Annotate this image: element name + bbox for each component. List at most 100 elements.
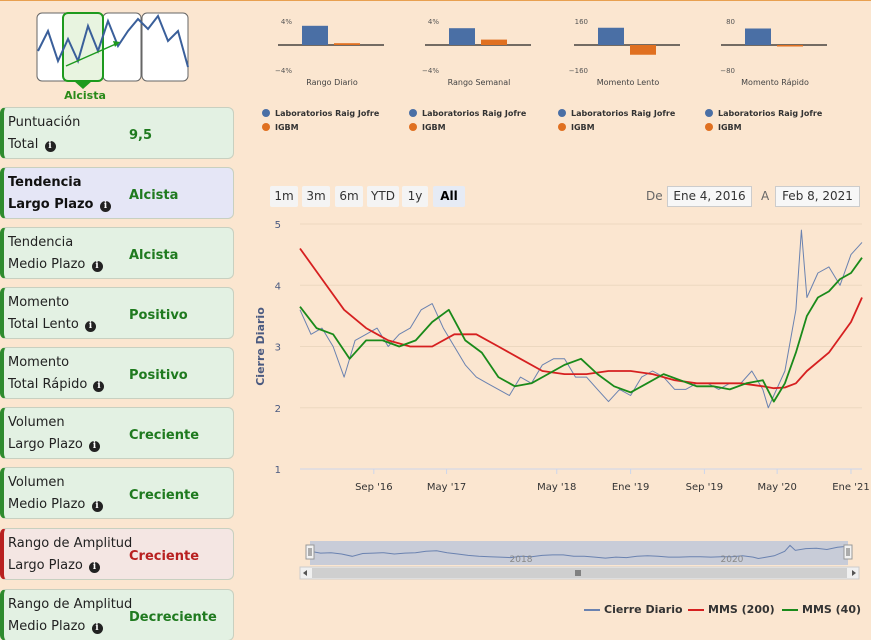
navigator-handle[interactable] (843, 544, 853, 560)
navigator-label: 2020 (721, 555, 744, 565)
trend-logo-label: Alcista (64, 89, 106, 102)
score-card[interactable]: Volumen Largo Plazo i Creciente (0, 407, 234, 459)
mini-legend-stock[interactable]: Laboratorios Raig Jofre (262, 106, 379, 120)
mini-chart-plot: 160 −160 (569, 18, 680, 75)
price-chart[interactable]: 1 2 3 4 5 Sep '16 May '17 May '18 Ene '19 Sep '19… (250, 211, 871, 501)
range-3m-button[interactable]: 3m (302, 186, 330, 207)
y-tick-label: 2 (275, 404, 281, 415)
mms40-line (299, 257, 863, 403)
legend-mms200[interactable]: MMS (200) (688, 603, 775, 616)
legend-close-label: Cierre Diario (604, 603, 683, 616)
close-price-line (299, 229, 863, 409)
legend-close-swatch (584, 608, 600, 611)
info-icon[interactable]: i (89, 441, 100, 452)
range-1y-button[interactable]: 1y (402, 186, 428, 207)
mini-chart-title: Rango Semanal (447, 78, 511, 87)
mini-chart-legend[interactable]: Laboratorios Raig Jofre IGBM (409, 106, 526, 134)
mini-legend-index[interactable]: IGBM (262, 120, 379, 134)
score-card[interactable]: Momento Total Rápido i Positivo (0, 347, 234, 399)
info-icon[interactable]: i (91, 623, 103, 634)
y-tick-label: 4 (275, 281, 281, 292)
mini-legend-index-dot (262, 123, 270, 131)
score-card-title: Puntuación (8, 115, 81, 130)
mini-legend-index[interactable]: IGBM (558, 120, 675, 134)
mini-chart-title: Rango Diario (306, 78, 358, 87)
info-icon[interactable]: i (44, 141, 56, 152)
range-1m-button[interactable]: 1m (270, 186, 298, 207)
mini-legend-index[interactable]: IGBM (409, 120, 526, 134)
score-card-value: Creciente (129, 428, 200, 443)
score-card-value: Alcista (129, 248, 179, 263)
score-card-value: Positivo (129, 368, 188, 383)
mini-legend-index-label: IGBM (422, 122, 446, 132)
mini-legend-index-label: IGBM (571, 122, 595, 132)
score-card-value: Creciente (129, 488, 200, 503)
score-card-subtitle-text: Total Lento (8, 317, 79, 332)
scroll-left-icon[interactable] (303, 570, 307, 576)
range-6m-button[interactable]: 6m (335, 186, 363, 207)
mini-stock-bar (449, 28, 475, 45)
y-axis-label: Cierre Diario (254, 307, 267, 386)
mini-chart-title: Momento Rápido (741, 78, 809, 87)
legend-mms40-label: MMS (40) (802, 603, 862, 616)
info-icon[interactable]: i (93, 381, 105, 392)
score-card-subtitle: Total Rápido i (8, 377, 105, 392)
score-card-title: Volumen (8, 415, 65, 430)
mini-index-bar (777, 45, 803, 47)
x-tick-label: Ene '21 (832, 482, 869, 493)
range-ytd-button[interactable]: YTD (367, 186, 399, 207)
mini-legend-stock[interactable]: Laboratorios Raig Jofre (558, 106, 675, 120)
score-card-value: 9,5 (129, 128, 153, 143)
info-icon[interactable]: i (89, 562, 100, 573)
score-card-title: Rango de Amplitud (8, 536, 133, 551)
mini-legend-stock-dot (262, 109, 270, 117)
mini-ymax: 4% (428, 18, 439, 26)
score-card[interactable]: Tendencia Largo Plazo i Alcista (0, 167, 234, 219)
mini-legend-index[interactable]: IGBM (705, 120, 822, 134)
range-all-button[interactable]: All (433, 186, 465, 207)
mini-ymin: −80 (720, 67, 735, 75)
score-card-title: Momento (8, 295, 70, 310)
info-icon[interactable]: i (100, 201, 112, 212)
score-card-value: Alcista (129, 188, 179, 203)
score-card-subtitle: Total i (8, 137, 56, 152)
chart-navigator[interactable]: 2018 2020 (298, 539, 861, 581)
info-icon[interactable]: i (91, 261, 103, 272)
legend-mms40[interactable]: MMS (40) (782, 603, 861, 616)
y-tick-label: 1 (275, 465, 281, 476)
legend-mms40-swatch (782, 608, 798, 611)
legend-close[interactable]: Cierre Diario (584, 603, 683, 616)
score-card-subtitle: Largo Plazo i (8, 197, 112, 212)
x-tick-label: Sep '19 (686, 482, 724, 493)
mini-legend-index-dot (409, 123, 417, 131)
score-card-subtitle: Medio Plazo i (8, 257, 103, 272)
mini-legend-stock[interactable]: Laboratorios Raig Jofre (705, 106, 822, 120)
mini-legend-stock-label: Laboratorios Raig Jofre (275, 108, 380, 118)
mini-chart-legend[interactable]: Laboratorios Raig Jofre IGBM (705, 106, 822, 134)
score-card[interactable]: Momento Total Lento i Positivo (0, 287, 234, 339)
score-card[interactable]: Rango de Amplitud Largo Plazo i Creciente (0, 528, 234, 580)
mini-ymin: −4% (422, 67, 439, 75)
score-card[interactable]: Puntuación Total i 9,5 (0, 107, 234, 159)
score-card-title: Volumen (8, 475, 65, 490)
info-icon[interactable]: i (91, 501, 103, 512)
navigator-handle[interactable] (305, 544, 315, 560)
mini-legend-stock[interactable]: Laboratorios Raig Jofre (409, 106, 526, 120)
from-date-input[interactable]: Ene 4, 2016 (667, 186, 752, 207)
mini-chart-legend[interactable]: Laboratorios Raig Jofre IGBM (558, 106, 675, 134)
score-card-subtitle-text: Medio Plazo (8, 257, 86, 272)
score-card-title: Momento (8, 355, 70, 370)
mini-chart-legend[interactable]: Laboratorios Raig Jofre IGBM (262, 106, 379, 134)
score-card[interactable]: Tendencia Medio Plazo i Alcista (0, 227, 234, 279)
score-card-subtitle-text: Total Rápido (8, 377, 88, 392)
mini-index-bar (630, 45, 656, 55)
score-card[interactable]: Rango de Amplitud Medio Plazo i Decrecient… (0, 589, 234, 640)
from-label: De (646, 189, 663, 203)
legend-mms200-label: MMS (200) (708, 603, 775, 616)
to-date-input[interactable]: Feb 8, 2021 (775, 186, 860, 207)
mini-chart: 160 −160 Momento Lento Laboratorios Raig Jo… (558, 13, 698, 133)
to-label: A (761, 189, 770, 203)
scroll-right-icon[interactable] (852, 570, 856, 576)
info-icon[interactable]: i (84, 321, 96, 332)
score-card[interactable]: Volumen Medio Plazo i Creciente (0, 467, 234, 519)
